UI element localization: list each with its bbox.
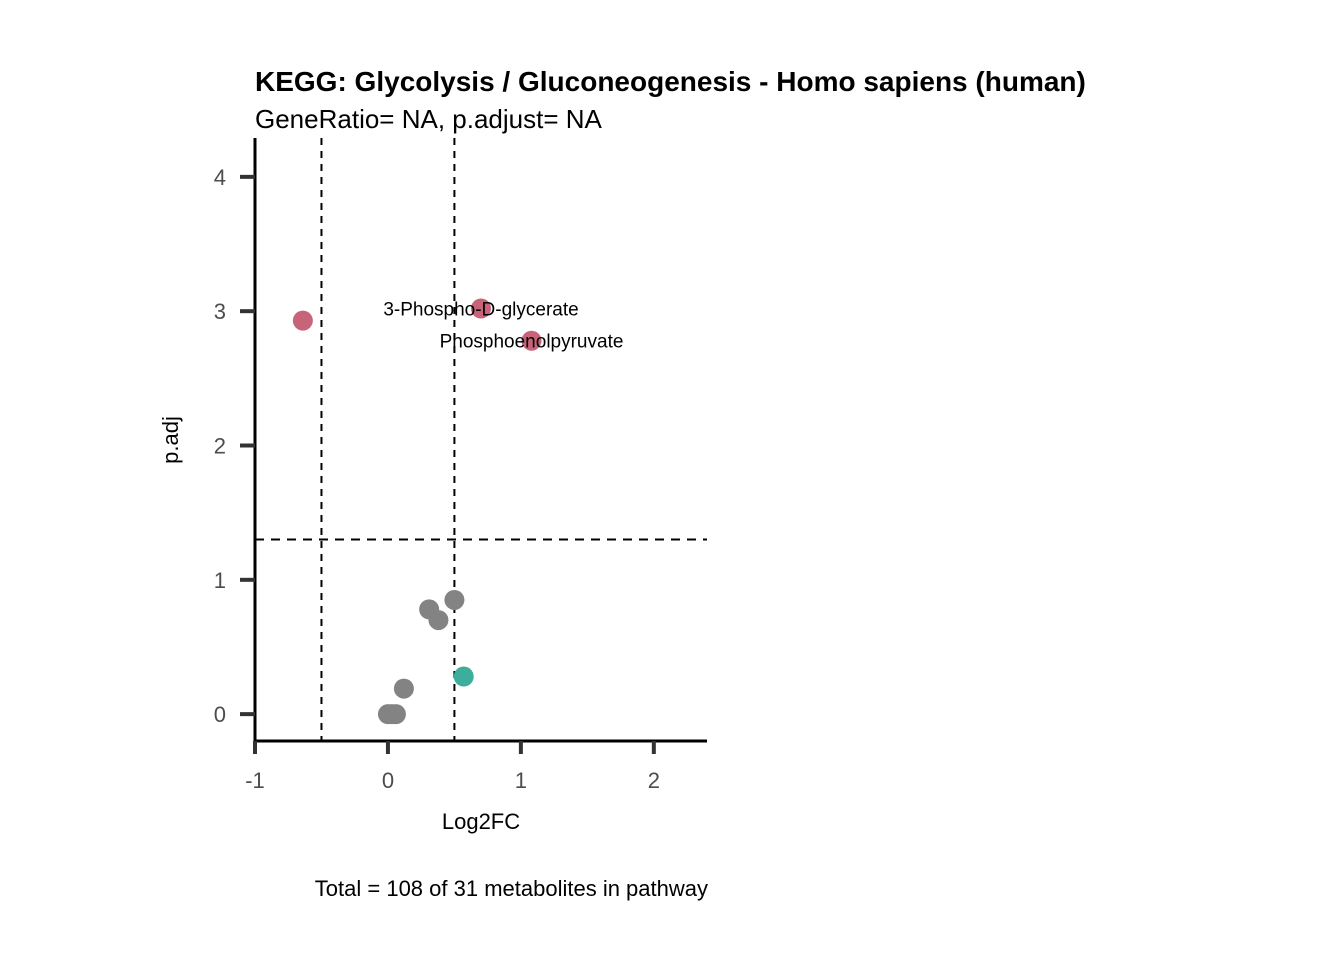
- y-tick-label: 1: [214, 568, 226, 593]
- data-point-down: [453, 666, 474, 687]
- y-axis-title: p.adj: [158, 416, 183, 464]
- data-point-ns: [381, 704, 402, 725]
- point-label: 3-Phospho-D-glycerate: [383, 299, 578, 320]
- data-points: [292, 298, 542, 725]
- x-tick-label: 2: [648, 768, 660, 793]
- axis-ticks: -1 0 1 2 0 1 2 3 4: [214, 165, 660, 793]
- axes: [253, 138, 707, 743]
- chart-title: KEGG: Glycolysis / Gluconeogenesis - Hom…: [255, 66, 1086, 97]
- chart-caption: Total = 108 of 31 metabolites in pathway: [315, 876, 708, 901]
- point-labels: 3-Phospho-D-glycerate Phosphoenolpyruvate: [383, 299, 623, 352]
- x-tick-label: 0: [382, 768, 394, 793]
- point-label: Phosphoenolpyruvate: [440, 332, 624, 353]
- y-tick-label: 0: [214, 702, 226, 727]
- y-tick-label: 4: [214, 165, 226, 190]
- data-point-ns: [428, 610, 449, 631]
- y-tick-label: 3: [214, 299, 226, 324]
- x-tick-label: -1: [245, 768, 265, 793]
- y-tick-label: 2: [214, 434, 226, 459]
- data-point-ns: [393, 678, 414, 699]
- data-point-up: [471, 298, 491, 319]
- data-point-up: [521, 330, 542, 351]
- x-tick-label: 1: [515, 768, 527, 793]
- data-point-up: [292, 310, 313, 331]
- x-axis-title: Log2FC: [442, 809, 520, 834]
- reference-lines: [255, 138, 707, 741]
- chart-subtitle: GeneRatio= NA, p.adjust= NA: [255, 104, 603, 134]
- data-point-ns: [444, 589, 465, 610]
